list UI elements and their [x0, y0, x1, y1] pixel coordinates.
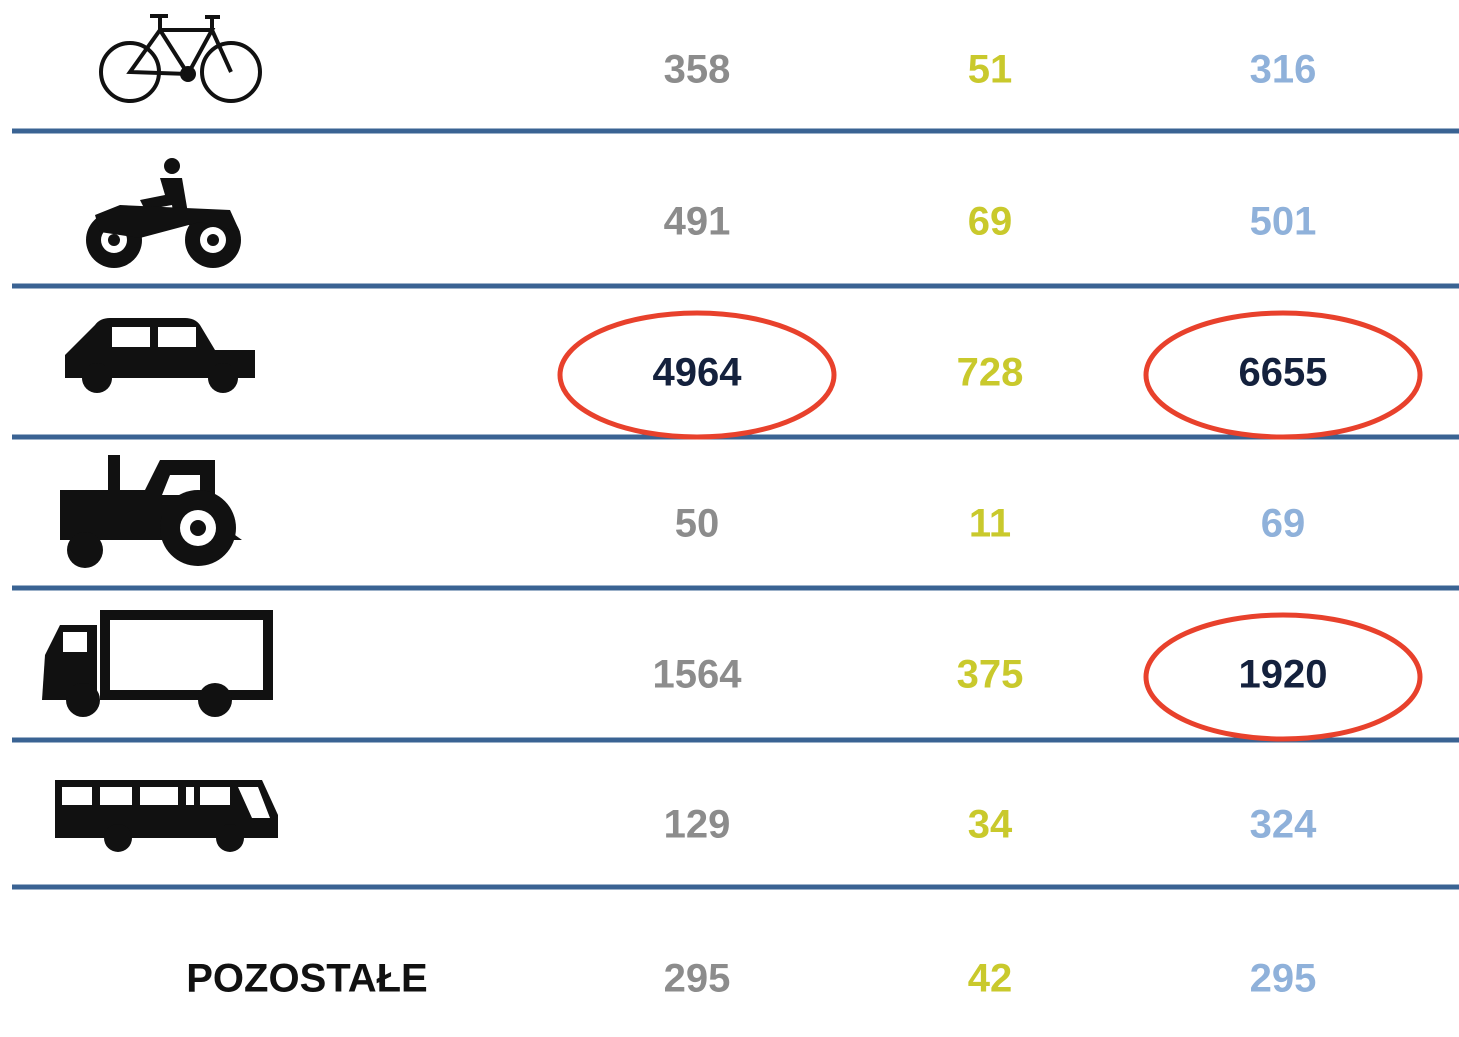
highlight-circle [1143, 612, 1423, 742]
cell-value: 34 [968, 803, 1013, 847]
cell-value: 491 [664, 200, 731, 244]
row-rule [12, 585, 1459, 591]
cell-value: 6655 [1239, 351, 1328, 395]
cell-value: 51 [968, 48, 1013, 92]
bus-icon [55, 780, 278, 852]
car-icon [65, 318, 255, 393]
cell-value: 358 [664, 48, 731, 92]
truck-icon [42, 610, 273, 717]
row-rule [12, 737, 1459, 743]
cell-value: 69 [1261, 502, 1306, 546]
highlight-circle [1143, 310, 1423, 440]
cell-value: 501 [1250, 200, 1317, 244]
row-rule [12, 283, 1459, 289]
cell-value: 50 [675, 502, 720, 546]
row-rule [12, 884, 1459, 890]
row-rule [12, 128, 1459, 134]
cell-value: 324 [1250, 803, 1317, 847]
motorcycle-icon [86, 158, 241, 268]
cell-value: 295 [1250, 957, 1317, 1001]
cell-value: 1920 [1239, 653, 1328, 697]
tractor-icon [60, 455, 242, 568]
cell-value: 42 [968, 957, 1013, 1001]
cell-value: 375 [957, 653, 1024, 697]
cell-value: 295 [664, 957, 731, 1001]
cell-value: 728 [957, 351, 1024, 395]
row-label: POZOSTAŁE [186, 957, 427, 1001]
cell-value: 4964 [653, 351, 743, 395]
cell-value: 129 [664, 803, 731, 847]
cell-value: 69 [968, 200, 1013, 244]
cell-value: 11 [969, 502, 1011, 546]
highlight-circle [557, 310, 837, 440]
cell-value: 1564 [653, 653, 743, 697]
bicycle-icon [99, 14, 262, 103]
cell-value: 316 [1250, 48, 1317, 92]
